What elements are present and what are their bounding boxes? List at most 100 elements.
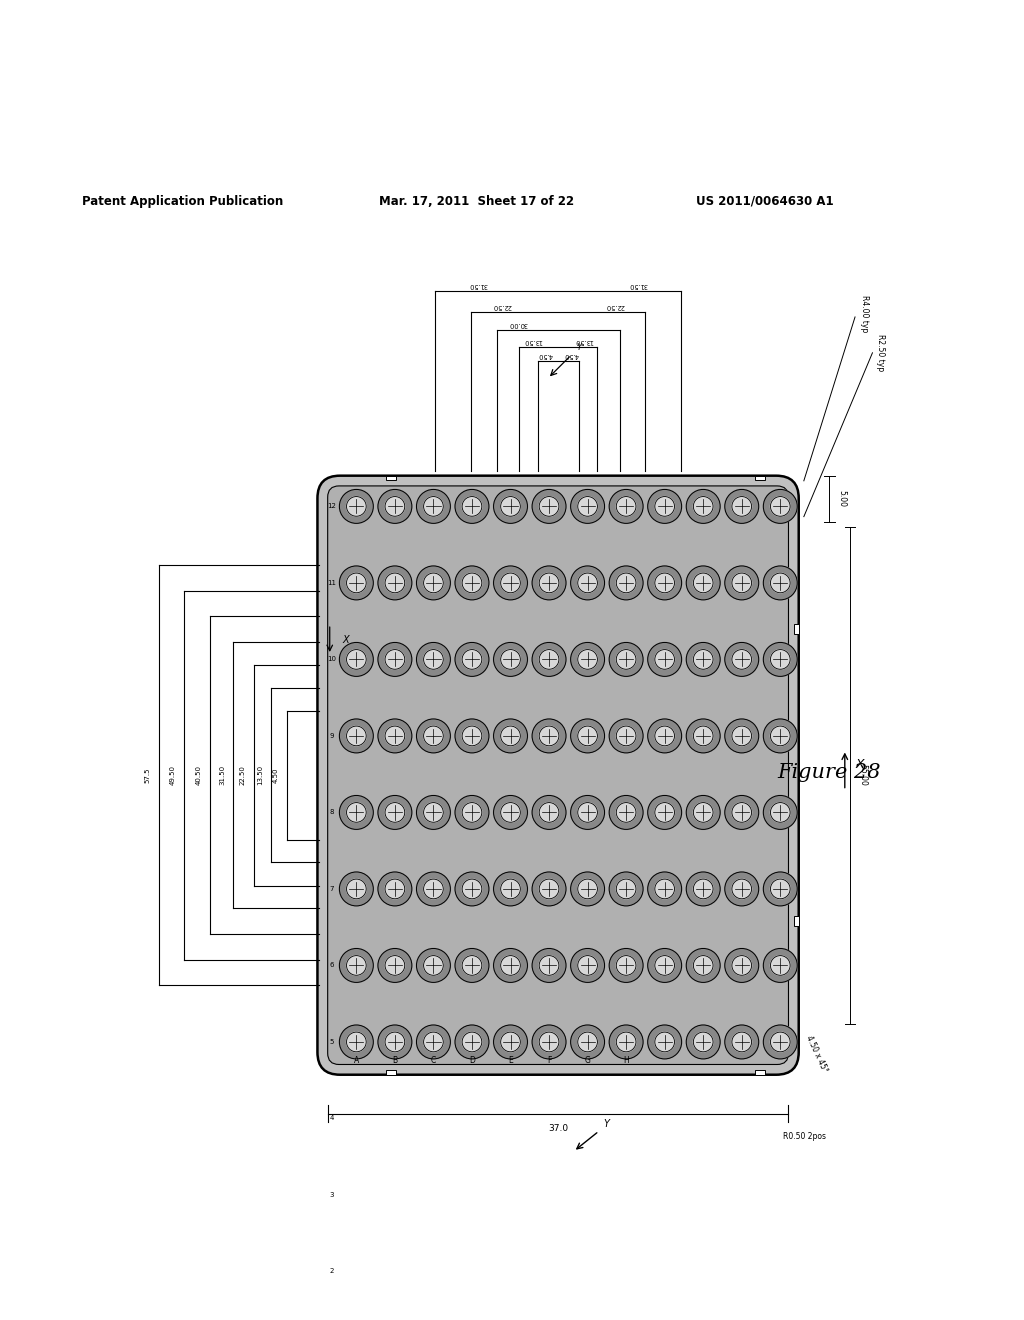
Circle shape: [570, 719, 604, 752]
Circle shape: [540, 573, 559, 593]
Text: 31.50: 31.50: [469, 282, 487, 288]
Text: A: A: [353, 1056, 359, 1065]
Circle shape: [501, 879, 520, 899]
Circle shape: [732, 496, 752, 516]
Circle shape: [385, 879, 404, 899]
Text: 22.50: 22.50: [605, 302, 625, 309]
Circle shape: [501, 726, 520, 746]
Bar: [386, 1071, 396, 1074]
Circle shape: [339, 949, 374, 982]
Text: G: G: [585, 1056, 591, 1065]
Text: 4.50: 4.50: [564, 352, 579, 358]
Circle shape: [654, 726, 675, 746]
Circle shape: [346, 496, 367, 516]
Circle shape: [570, 490, 604, 523]
Text: 11: 11: [328, 579, 336, 586]
FancyBboxPatch shape: [317, 475, 799, 1074]
Circle shape: [693, 726, 713, 746]
Circle shape: [693, 649, 713, 669]
Circle shape: [609, 719, 643, 752]
Circle shape: [462, 1032, 482, 1052]
Circle shape: [339, 566, 374, 599]
Circle shape: [570, 796, 604, 829]
Bar: [755, 1071, 765, 1074]
Text: 2: 2: [330, 1269, 334, 1275]
Circle shape: [763, 566, 798, 599]
Circle shape: [693, 879, 713, 899]
Circle shape: [648, 949, 682, 982]
Text: 7: 7: [330, 886, 334, 892]
Bar: [386, 475, 396, 480]
Circle shape: [725, 796, 759, 829]
Circle shape: [686, 873, 720, 906]
Circle shape: [570, 566, 604, 599]
Circle shape: [693, 573, 713, 593]
Circle shape: [732, 956, 752, 975]
Text: 57.5: 57.5: [144, 767, 151, 783]
Circle shape: [654, 803, 675, 822]
Circle shape: [378, 490, 412, 523]
Circle shape: [385, 726, 404, 746]
Circle shape: [732, 573, 752, 593]
Circle shape: [686, 719, 720, 752]
Circle shape: [609, 490, 643, 523]
Circle shape: [725, 566, 759, 599]
Circle shape: [417, 643, 451, 676]
Text: 9: 9: [330, 733, 334, 739]
Text: X: X: [343, 635, 349, 644]
Text: Y: Y: [603, 1119, 609, 1129]
Text: 22.50: 22.50: [492, 302, 511, 309]
Circle shape: [339, 490, 374, 523]
Circle shape: [654, 879, 675, 899]
Circle shape: [385, 803, 404, 822]
Circle shape: [578, 803, 597, 822]
Circle shape: [616, 496, 636, 516]
Circle shape: [462, 726, 482, 746]
Circle shape: [462, 956, 482, 975]
Circle shape: [570, 873, 604, 906]
Circle shape: [770, 496, 791, 516]
Circle shape: [346, 879, 367, 899]
Circle shape: [763, 873, 798, 906]
Circle shape: [693, 496, 713, 516]
Text: US 2011/0064630 A1: US 2011/0064630 A1: [696, 195, 834, 207]
Circle shape: [424, 803, 443, 822]
Circle shape: [455, 949, 488, 982]
Text: 49.50: 49.50: [170, 766, 176, 785]
Circle shape: [494, 566, 527, 599]
Circle shape: [424, 1032, 443, 1052]
Circle shape: [648, 796, 682, 829]
Circle shape: [339, 873, 374, 906]
Circle shape: [378, 873, 412, 906]
Circle shape: [686, 643, 720, 676]
Circle shape: [455, 719, 488, 752]
Circle shape: [339, 719, 374, 752]
Text: 37.0: 37.0: [548, 1125, 568, 1134]
Circle shape: [578, 496, 597, 516]
Circle shape: [532, 1026, 566, 1059]
Bar: [755, 475, 765, 480]
Circle shape: [686, 1026, 720, 1059]
Circle shape: [725, 719, 759, 752]
Circle shape: [725, 490, 759, 523]
Circle shape: [385, 573, 404, 593]
Circle shape: [578, 573, 597, 593]
Circle shape: [570, 949, 604, 982]
Text: 8: 8: [330, 809, 334, 816]
Text: 6: 6: [330, 962, 334, 969]
Circle shape: [417, 1026, 451, 1059]
Circle shape: [725, 873, 759, 906]
Circle shape: [654, 496, 675, 516]
Circle shape: [770, 573, 791, 593]
Circle shape: [693, 1032, 713, 1052]
Circle shape: [532, 719, 566, 752]
Circle shape: [616, 573, 636, 593]
Text: R4.00 typ: R4.00 typ: [860, 296, 869, 333]
Text: 4.50: 4.50: [272, 767, 279, 783]
Text: B: B: [392, 1056, 397, 1065]
Circle shape: [494, 643, 527, 676]
Circle shape: [578, 649, 597, 669]
Circle shape: [424, 573, 443, 593]
Circle shape: [346, 803, 367, 822]
Circle shape: [417, 949, 451, 982]
